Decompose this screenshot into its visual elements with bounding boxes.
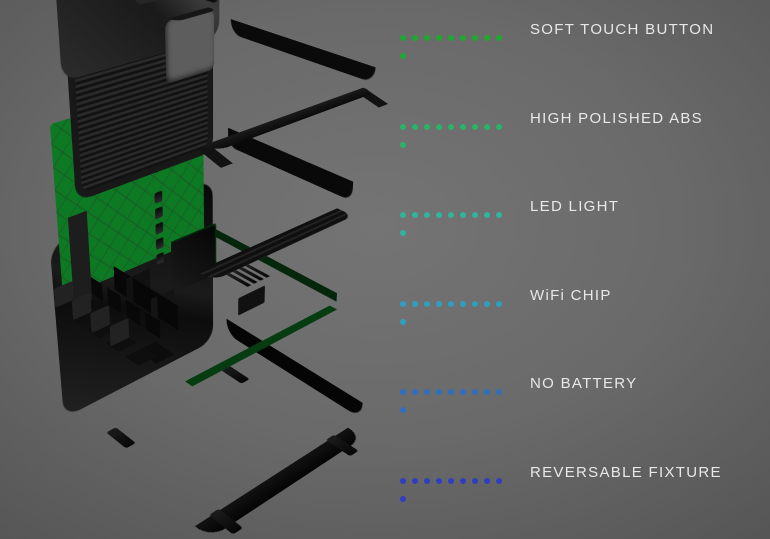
callout-label: SOFT TOUCH BUTTON [530, 21, 714, 38]
callout-label: HIGH POLISHED ABS [530, 110, 703, 127]
callout-label: LED LIGHT [530, 198, 619, 215]
callout-label: NO BATTERY [530, 375, 637, 392]
exploded-view-stage: SOFT TOUCH BUTTON HIGH POLISHED ABS LED LI… [0, 0, 770, 539]
device-scene: ∞ [0, 0, 420, 539]
callout-label: WiFi CHIP [530, 287, 612, 304]
callout-label: REVERSABLE FIXTURE [530, 464, 722, 481]
